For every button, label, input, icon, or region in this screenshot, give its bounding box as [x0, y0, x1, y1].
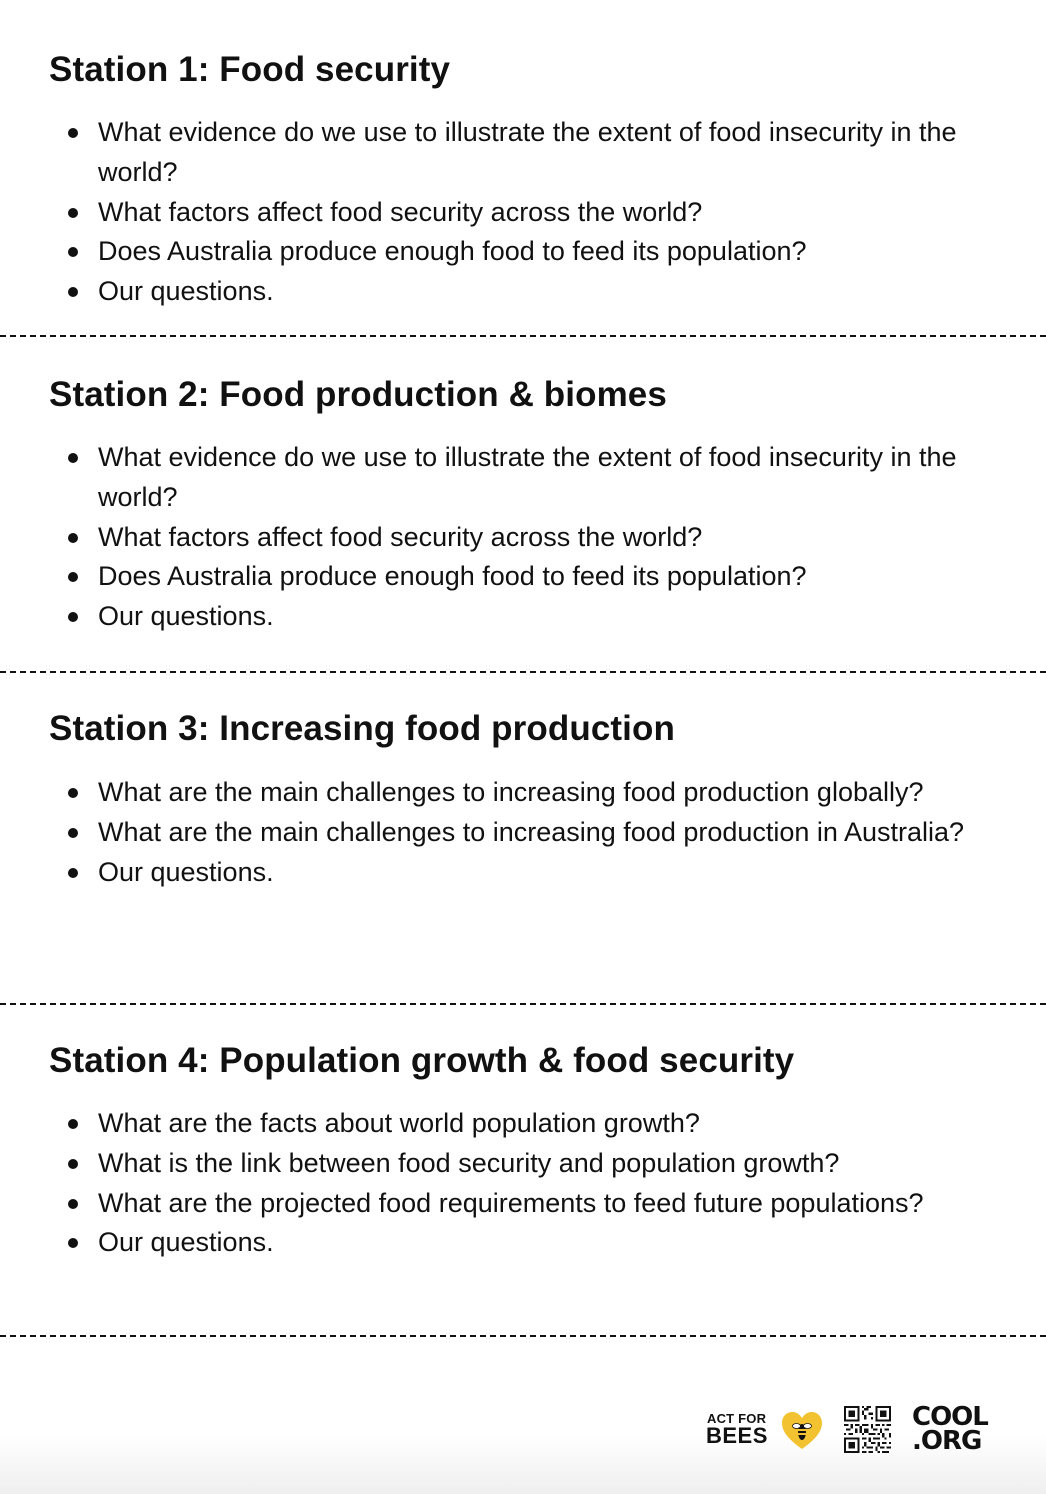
- section-divider: [0, 335, 1046, 337]
- bullet-icon: [68, 827, 78, 838]
- act-for-bees-logo: ACT FOR BEES: [706, 1411, 824, 1455]
- list-item: What are the projected food requirements…: [0, 1184, 978, 1224]
- cool-logo-line2: .ORG: [912, 1426, 982, 1456]
- station-2-title: Station 2: Food production & biomes: [49, 375, 667, 414]
- bee-heart-icon: [782, 1412, 822, 1449]
- list-item: What are the main challenges to increasi…: [0, 773, 978, 813]
- footer: ACT FOR BEES COOL .ORG: [0, 1395, 1046, 1494]
- list-item: Does Australia produce enough food to fe…: [0, 557, 978, 597]
- list-item: Our questions.: [0, 597, 978, 637]
- section-divider: [0, 671, 1046, 673]
- bullet-icon: [68, 867, 78, 878]
- bullet-icon: [68, 1119, 78, 1129]
- qr-code: [844, 1406, 891, 1453]
- station-2-question-list: What evidence do we use to illustrate th…: [0, 438, 1000, 637]
- station-1-question-list: What evidence do we use to illustrate th…: [0, 113, 1000, 312]
- bullet-icon: [68, 287, 78, 298]
- section-divider: [0, 1003, 1046, 1005]
- section-divider: [0, 1335, 1046, 1337]
- bullet-icon: [68, 532, 78, 543]
- bees-text: BEES: [706, 1423, 768, 1448]
- bullet-icon: [68, 1158, 78, 1169]
- bullet-icon: [68, 128, 78, 138]
- list-item: Our questions.: [0, 853, 978, 893]
- station-3-question-list: What are the main challenges to increasi…: [0, 773, 1000, 892]
- list-item: What is the link between food security a…: [0, 1144, 978, 1184]
- bullet-icon: [68, 207, 78, 218]
- cool-logo-line1: COOL: [912, 1402, 989, 1432]
- list-item: What evidence do we use to illustrate th…: [0, 438, 978, 518]
- bullet-icon: [68, 247, 78, 258]
- bullet-icon: [68, 612, 78, 623]
- bullet-icon: [68, 1238, 78, 1249]
- list-item: What are the facts about world populatio…: [0, 1104, 978, 1144]
- bullet-icon: [68, 1198, 78, 1209]
- cool-org-logo: COOL .ORG: [912, 1402, 989, 1456]
- list-item: What are the main challenges to increasi…: [0, 813, 978, 853]
- list-item: Our questions.: [0, 1223, 978, 1263]
- station-4-question-list: What are the facts about world populatio…: [0, 1104, 1000, 1263]
- act-for-text: ACT FOR: [707, 1411, 767, 1426]
- list-item: What factors affect food security across…: [0, 518, 978, 558]
- station-3-title: Station 3: Increasing food production: [49, 709, 675, 748]
- list-item: What evidence do we use to illustrate th…: [0, 113, 978, 193]
- list-item: Our questions.: [0, 272, 978, 312]
- list-item: Does Australia produce enough food to fe…: [0, 232, 978, 272]
- bullet-icon: [68, 788, 78, 798]
- bullet-icon: [68, 572, 78, 583]
- station-1-title: Station 1: Food security: [49, 50, 451, 89]
- list-item: What factors affect food security across…: [0, 193, 978, 233]
- bullet-icon: [68, 453, 78, 463]
- station-4-title: Station 4: Population growth & food secu…: [49, 1041, 795, 1080]
